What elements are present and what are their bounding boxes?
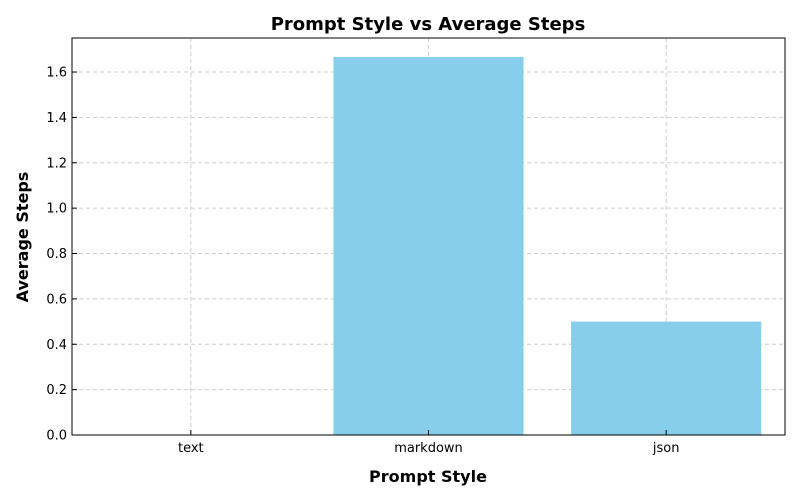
plot-frame [71,37,786,436]
x-tick-label-json: json [652,441,680,456]
chart-title: Prompt Style vs Average Steps [271,14,586,35]
y-tick-label: 1.4 [46,111,67,126]
y-axis-label: Average Steps [13,172,32,303]
bar-markdown [333,56,524,435]
x-tick-label-markdown: markdown [394,441,463,456]
bar-json [571,321,762,435]
x-tick-label-text: text [178,441,204,456]
y-tick-label: 1.2 [46,156,67,171]
y-tick-label: 0.6 [46,292,67,307]
y-tick-label: 1.0 [46,202,67,217]
x-axis-label: Prompt Style [369,467,487,486]
bars-layer [333,56,762,435]
y-tick-label: 0.0 [46,429,67,444]
y-tick-label: 0.4 [46,338,67,353]
y-tick-label: 0.2 [46,383,67,398]
y-tick-label: 0.8 [46,247,67,262]
axes-layer: 0.0 0.2 0.4 0.6 0.8 1.0 1.2 1.4 1.6 text markdown j… [46,66,679,456]
y-tick-label: 1.6 [46,66,67,81]
